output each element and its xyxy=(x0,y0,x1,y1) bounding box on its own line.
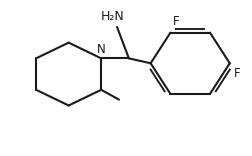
Text: N: N xyxy=(97,43,105,56)
Text: H₂N: H₂N xyxy=(101,10,124,23)
Text: F: F xyxy=(172,15,178,28)
Text: F: F xyxy=(233,67,239,80)
